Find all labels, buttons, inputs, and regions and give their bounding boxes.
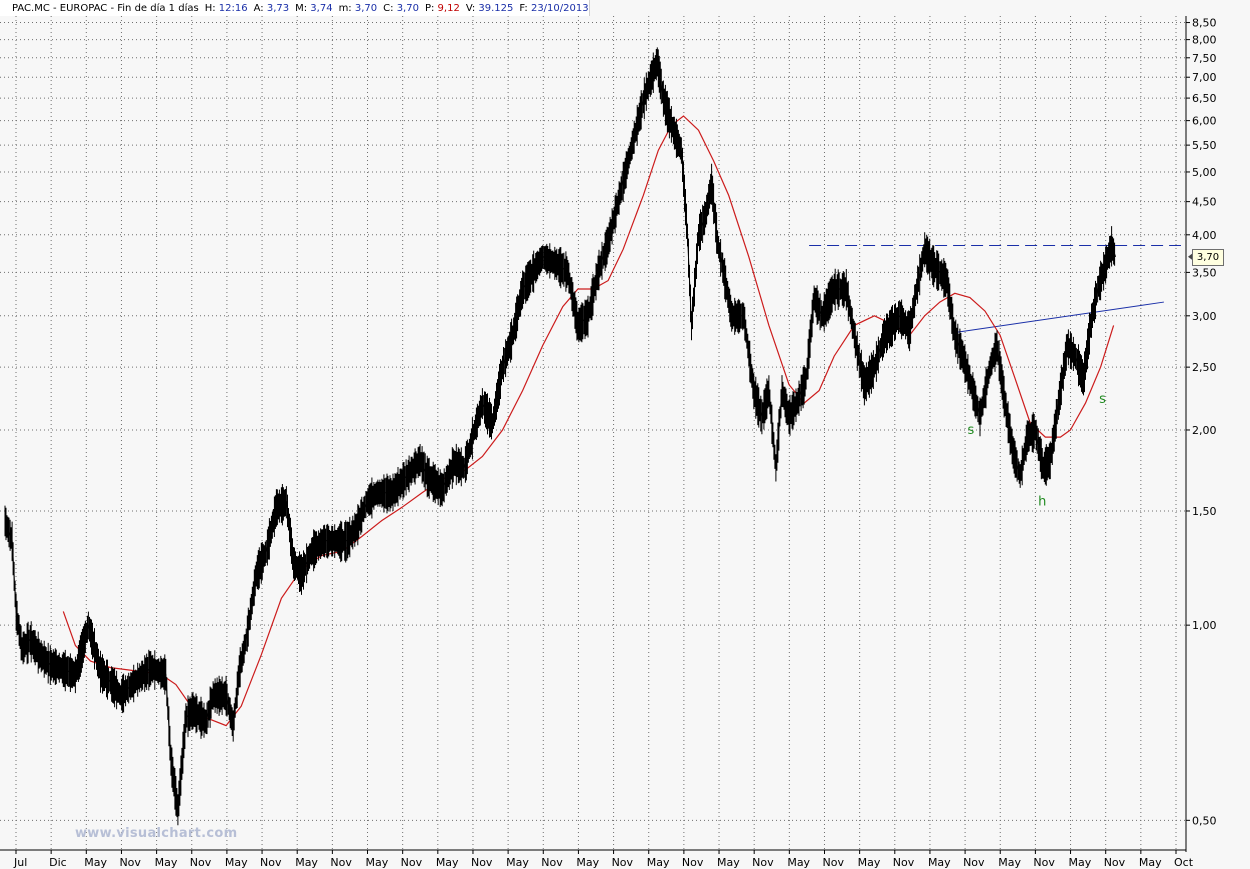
- x-tick-label: Oct: [1174, 856, 1194, 869]
- x-tick-label: Nov: [963, 856, 985, 869]
- x-tick-label: May: [787, 856, 810, 869]
- field-v: V: 39.125: [465, 2, 514, 14]
- y-tick-label: 8,00: [1192, 34, 1217, 47]
- moving-average-line: [62, 115, 1115, 727]
- y-tick-label: 5,00: [1192, 166, 1217, 179]
- y-tick-label: 1,00: [1192, 619, 1217, 632]
- y-tick-label: 6,50: [1192, 92, 1217, 105]
- y-tick-label: 7,50: [1192, 52, 1217, 65]
- x-tick-label: May: [155, 856, 178, 869]
- x-tick-label: Nov: [612, 856, 634, 869]
- x-tick-label: May: [576, 856, 599, 869]
- price-line: [4, 59, 1117, 810]
- x-tick-label: Nov: [471, 856, 493, 869]
- x-tick-label: Nov: [541, 856, 563, 869]
- x-tick-label: Jul: [13, 856, 27, 869]
- x-tick-label: Nov: [682, 856, 704, 869]
- field-h: H: 12:16: [204, 2, 248, 14]
- y-tick-label: 0,50: [1192, 814, 1217, 827]
- y-tick-label: 3,50: [1192, 266, 1217, 279]
- x-tick-label: Nov: [190, 856, 212, 869]
- x-tick-label: May: [717, 856, 740, 869]
- x-tick-label: Nov: [1104, 856, 1126, 869]
- field-a: A: 3,73: [253, 2, 290, 14]
- watermark: www.visualchart.com: [75, 826, 238, 841]
- x-tick-label: Dic: [49, 856, 67, 869]
- field-p: P: 9,12: [424, 2, 460, 14]
- x-tick-label: May: [366, 856, 389, 869]
- last-price-badge: 3,70: [1192, 248, 1224, 266]
- y-tick-label: 2,00: [1192, 424, 1217, 437]
- symbol-label: PAC.MC - EUROPAC - Fin de día 1 días: [12, 2, 199, 14]
- y-tick-label: 8,50: [1192, 17, 1217, 30]
- x-tick-label: Nov: [119, 856, 141, 869]
- field-m-high: M: 3,74: [295, 2, 333, 14]
- y-tick-label: 2,50: [1192, 361, 1217, 374]
- x-tick-label: May: [506, 856, 529, 869]
- y-tick-label: 5,50: [1192, 139, 1217, 152]
- y-tick-label: 4,00: [1192, 229, 1217, 242]
- y-tick-label: 6,00: [1192, 115, 1217, 128]
- neckline-trendline: [956, 301, 1164, 333]
- x-tick-label: Nov: [401, 856, 423, 869]
- pattern-label: h: [1038, 494, 1046, 509]
- x-tick-label: May: [858, 856, 881, 869]
- x-tick-label: May: [436, 856, 459, 869]
- x-tick-label: Nov: [330, 856, 352, 869]
- x-tick-label: May: [1139, 856, 1162, 869]
- last-price-arrow: [1188, 253, 1192, 260]
- y-tick-label: 3,00: [1192, 310, 1217, 323]
- field-c: C: 3,70: [383, 2, 419, 14]
- y-tick-label: 7,00: [1192, 71, 1217, 84]
- field-f: F: 23/10/2013: [519, 2, 589, 14]
- x-tick-label: May: [928, 856, 951, 869]
- pattern-label: s: [1099, 392, 1106, 407]
- x-tick-label: May: [1069, 856, 1092, 869]
- x-tick-label: May: [647, 856, 670, 869]
- x-tick-label: Nov: [893, 856, 915, 869]
- y-tick-label: 1,50: [1192, 505, 1217, 518]
- x-tick-label: May: [225, 856, 248, 869]
- pattern-label: s: [968, 423, 975, 438]
- x-tick-label: May: [84, 856, 107, 869]
- x-tick-label: May: [295, 856, 318, 869]
- x-tick-label: Nov: [752, 856, 774, 869]
- y-tick-label: 4,50: [1192, 196, 1217, 209]
- x-tick-label: Nov: [260, 856, 282, 869]
- x-tick-label: Nov: [822, 856, 844, 869]
- x-tick-label: May: [998, 856, 1021, 869]
- field-m-low: m: 3,70: [338, 2, 378, 14]
- x-tick-label: Nov: [1033, 856, 1055, 869]
